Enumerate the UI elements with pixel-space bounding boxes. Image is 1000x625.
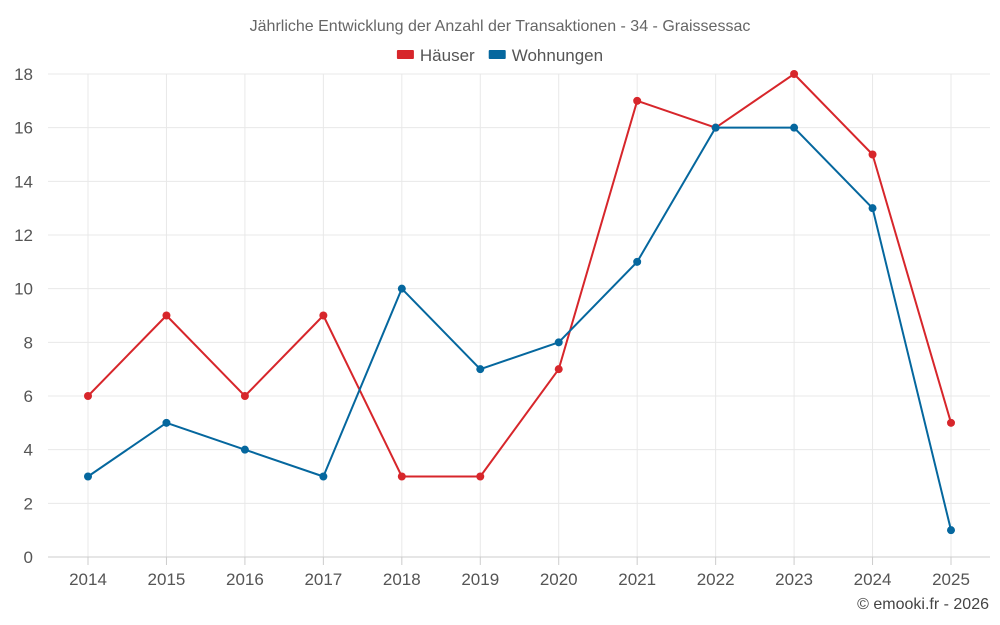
data-point-h-user[interactable]	[633, 96, 642, 105]
horizontal-gridlines	[48, 73, 990, 504]
data-point-wohnungen[interactable]	[319, 472, 328, 481]
x-tick-label: 2022	[697, 570, 735, 589]
x-tick-label: 2015	[148, 570, 186, 589]
y-tick-label: 0	[24, 548, 33, 567]
data-point-wohnungen[interactable]	[711, 123, 720, 132]
data-point-h-user[interactable]	[554, 365, 563, 374]
vertical-gridlines	[87, 74, 952, 557]
data-point-h-user[interactable]	[162, 311, 171, 320]
x-tick-label: 2023	[775, 570, 813, 589]
x-tick-label: 2016	[226, 570, 264, 589]
y-tick-label: 6	[24, 387, 33, 406]
legend-swatch	[396, 50, 414, 59]
data-point-wohnungen[interactable]	[947, 526, 955, 535]
data-point-wohnungen[interactable]	[868, 204, 877, 213]
x-tick-label: 2017	[304, 570, 342, 589]
data-point-wohnungen[interactable]	[397, 284, 406, 293]
y-tick-label: 8	[24, 333, 33, 352]
legend: Häuser Wohnungen	[396, 46, 603, 65]
legend-item[interactable]: Wohnungen	[488, 46, 603, 65]
x-tick-label: 2014	[69, 570, 107, 589]
data-point-h-user[interactable]	[240, 392, 249, 400]
data-point-h-user[interactable]	[397, 472, 406, 481]
y-tick-label: 12	[14, 226, 33, 245]
legend-label: Häuser	[420, 46, 475, 65]
x-tick-label: 2021	[618, 570, 656, 589]
y-tick-label: 14	[14, 172, 33, 191]
data-point-h-user[interactable]	[868, 150, 877, 159]
data-point-h-user[interactable]	[84, 392, 92, 400]
y-axis-ticks: 0 2 4 6 8 10 12 14 16 18	[14, 65, 33, 567]
x-axis-ticks: 2014 2015 2016 2017 2018 2019 2020 2021 2022 2023…	[69, 557, 970, 589]
x-tick-label: 2025	[932, 570, 970, 589]
legend-swatch	[488, 50, 506, 59]
series-line-wohnungen	[87, 126, 952, 531]
data-point-h-user[interactable]	[790, 70, 799, 78]
data-point-wohnungen[interactable]	[633, 257, 642, 266]
data-point-wohnungen[interactable]	[790, 123, 799, 132]
legend-item[interactable]: Häuser	[396, 46, 475, 65]
credit-text: © emooki.fr - 2026	[857, 596, 989, 613]
series-h-user	[84, 70, 955, 481]
legend-label: Wohnungen	[512, 46, 603, 65]
series-wohnungen	[84, 123, 955, 535]
chart-title: Jährliche Entwicklung der Anzahl der Tra…	[250, 18, 751, 35]
data-point-h-user[interactable]	[319, 311, 328, 320]
data-point-wohnungen[interactable]	[240, 445, 249, 454]
series-line-h-user	[87, 73, 952, 478]
y-tick-label: 4	[24, 441, 33, 460]
data-point-h-user[interactable]	[947, 418, 955, 427]
x-tick-label: 2020	[540, 570, 578, 589]
data-point-wohnungen[interactable]	[554, 338, 563, 347]
data-point-wohnungen[interactable]	[476, 365, 485, 374]
y-tick-label: 2	[24, 494, 33, 513]
series-layer	[84, 70, 955, 535]
data-point-wohnungen[interactable]	[162, 418, 171, 427]
y-tick-label: 18	[14, 65, 33, 84]
data-point-h-user[interactable]	[476, 472, 485, 481]
y-tick-label: 16	[14, 119, 33, 138]
x-tick-label: 2018	[383, 570, 421, 589]
y-tick-label: 10	[14, 280, 33, 299]
data-point-wohnungen[interactable]	[84, 472, 92, 481]
x-tick-label: 2019	[461, 570, 499, 589]
x-tick-label: 2024	[854, 570, 892, 589]
